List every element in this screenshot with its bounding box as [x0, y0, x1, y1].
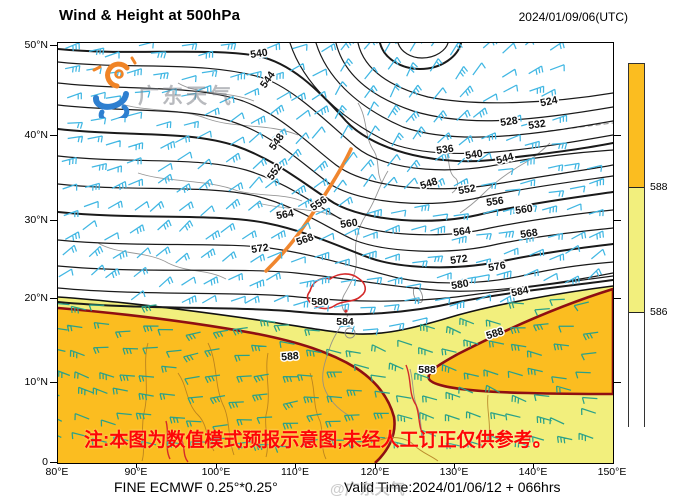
lon-label-130e: 130°E [439, 466, 469, 478]
colorbar-tick-586: 586 [650, 306, 668, 318]
handle-watermark: @广东天气 [330, 481, 405, 498]
contour-label: 568 [519, 227, 538, 241]
lat-label-50n: 50°N [24, 39, 48, 51]
contour-label: 564 [452, 225, 471, 239]
contour-label: 584 [336, 316, 354, 328]
colorbar-segment-586 [629, 188, 644, 313]
contour-label: 560 [339, 217, 358, 231]
lon-tick [295, 463, 296, 468]
contour-label: 544 [495, 151, 515, 167]
contour-label: 580 [311, 296, 329, 308]
lon-label-150e: 150°E [597, 466, 627, 478]
map-canvas: 540 544 548 552 556 564 568 572 560 524 528 532 536 5… [57, 42, 614, 464]
lon-tick [216, 463, 217, 468]
contour-label: 588 [418, 364, 436, 376]
contour-label: 528 [499, 115, 518, 129]
contour-label: 576 [487, 259, 506, 274]
lat-label-eq: 0 [42, 456, 48, 468]
contour-label: 556 [485, 195, 504, 209]
lat-label-20n: 20°N [24, 292, 48, 304]
contour-label: 540 [249, 47, 268, 61]
lat-tick [50, 220, 57, 221]
contour-label: 524 [539, 94, 559, 109]
lat-tick [50, 462, 57, 463]
contour-label: 584 [510, 284, 530, 299]
lat-tick [50, 135, 57, 136]
contour-label: 560 [514, 203, 533, 217]
lat-label-40n: 40°N [24, 129, 48, 141]
lon-tick [136, 463, 137, 468]
contour-label: 564 [275, 207, 294, 222]
model-label: FINE ECMWF 0.25°*0.25° [114, 479, 278, 495]
wind-barbs-north [58, 43, 606, 336]
valid-time-label: Valid Time:2024/01/06/12 + 066hrs [344, 479, 561, 495]
lon-label-120e: 120°E [360, 466, 390, 478]
contour-label: 588 [281, 350, 300, 363]
map-svg: 540 544 548 552 556 564 568 572 560 524 528 532 536 5… [58, 43, 613, 463]
lat-tick-right [614, 220, 621, 221]
contour-label: 548 [267, 131, 287, 152]
colorbar-tick-588: 588 [650, 181, 668, 193]
disclaimer-text: 注:本图为数值模式预报示意图,未经人工订正仅供参考。 [84, 430, 552, 451]
brand-watermark: 广东天气 [138, 85, 234, 108]
lat-tick-right [614, 298, 621, 299]
valid-datetime: 2024/01/09/06(UTC) [518, 10, 628, 24]
lon-tick [454, 463, 455, 468]
contour-label: 552 [265, 161, 285, 182]
wind-barbs-south [58, 298, 599, 453]
lon-label-100e: 100°E [201, 466, 231, 478]
lat-tick-right [614, 135, 621, 136]
contour-label: 552 [457, 182, 476, 197]
contour-label: 532 [527, 118, 546, 132]
contour-label: 572 [449, 253, 468, 267]
lat-label-30n: 30°N [24, 214, 48, 226]
contour-label: 536 [435, 143, 454, 157]
lon-tick [533, 463, 534, 468]
lon-label-80e: 80°E [45, 466, 69, 478]
contour-label: 548 [419, 175, 440, 192]
contour-label: 580 [450, 277, 469, 292]
contour-label: 572 [250, 242, 269, 256]
colorbar-segment-below [629, 313, 644, 427]
lon-label-110e: 110°E [281, 466, 309, 478]
lat-tick [50, 382, 57, 383]
lat-tick [50, 298, 57, 299]
lon-tick [375, 463, 376, 468]
lon-label-140e: 140°E [518, 466, 548, 478]
colorbar [628, 63, 645, 427]
lat-label-10n: 10°N [24, 376, 48, 388]
lat-tick-right [614, 382, 621, 383]
page-title: Wind & Height at 500hPa [59, 7, 241, 24]
brand-logo-icon [92, 56, 137, 118]
contour-label: 540 [464, 148, 483, 162]
lat-tick [50, 45, 57, 46]
lon-label-90e: 90°E [124, 466, 148, 478]
colorbar-segment-588 [629, 64, 644, 188]
